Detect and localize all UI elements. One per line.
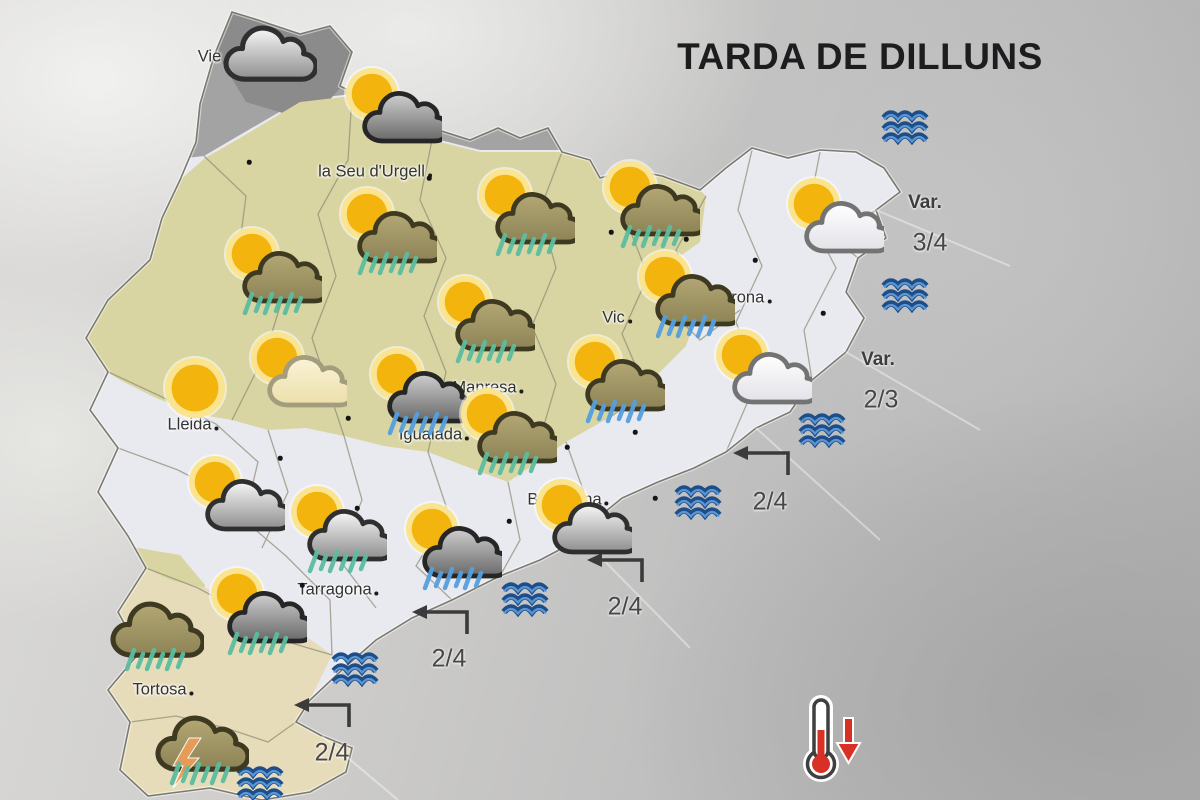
temperature-drop-icon bbox=[785, 692, 881, 788]
weather-icon-sun-cloud-showers bbox=[596, 155, 709, 255]
town-dot bbox=[752, 257, 758, 263]
wind-direction-arrow-icon bbox=[410, 604, 476, 640]
wind-force-label: 2/4 bbox=[431, 644, 467, 673]
weather-icon-sun-white-cloud bbox=[780, 172, 893, 272]
weather-icon-cloud-showers bbox=[100, 578, 206, 678]
sea-state-label: 3/4 bbox=[912, 228, 948, 257]
city-label-vic: Vic bbox=[602, 309, 632, 328]
sea-state-label: 2/3 bbox=[863, 385, 899, 414]
wind-direction-arrow-icon bbox=[292, 697, 358, 733]
weather-icon-sun-cloud-showers bbox=[631, 245, 744, 345]
sea-state-label: Var. bbox=[861, 349, 895, 370]
town-dot bbox=[652, 495, 658, 501]
sea-state-waves-icon bbox=[881, 108, 933, 152]
weather-icon-cloudy bbox=[213, 2, 319, 102]
wind-direction-arrow-icon bbox=[585, 552, 651, 588]
town-dot bbox=[277, 455, 283, 461]
sea-state-waves-icon bbox=[881, 276, 933, 320]
town-dot bbox=[299, 582, 305, 588]
weather-icon-sun-cloud-showers bbox=[471, 163, 584, 263]
town-dot bbox=[426, 175, 432, 181]
weather-icon-sun-cloud-showers bbox=[431, 270, 544, 370]
weather-icon-sun-white-cloud bbox=[708, 323, 821, 423]
weather-icon-sun-cloud-showers bbox=[453, 382, 566, 482]
sea-state-label: Var. bbox=[908, 192, 942, 213]
sea-state-waves-icon bbox=[331, 650, 383, 694]
weather-icon-sun-cloud-showers bbox=[283, 480, 396, 580]
town-dot bbox=[564, 444, 570, 450]
city-label-tarragona: Tarragona bbox=[297, 581, 378, 600]
map-zone-interior bbox=[86, 96, 706, 482]
weather-icon-sun-cloud-showers bbox=[398, 497, 511, 597]
weather-icon-thunderstorm bbox=[145, 692, 251, 792]
town-dot bbox=[354, 505, 360, 511]
wind-force-label: 2/4 bbox=[607, 592, 643, 621]
wind-force-label: 2/4 bbox=[314, 738, 350, 767]
city-label-tortosa: Tortosa bbox=[132, 681, 193, 700]
town-dot bbox=[345, 415, 351, 421]
map-outline bbox=[85, 11, 902, 800]
weather-icon-sun-cloud-showers bbox=[363, 342, 476, 442]
sea-state-waves-icon bbox=[236, 764, 288, 800]
weather-icon-sun-cloud-showers bbox=[561, 330, 674, 430]
town-dot bbox=[506, 518, 512, 524]
town-dot bbox=[683, 236, 689, 242]
weather-icon-sun-pale-cloud bbox=[243, 326, 356, 426]
weather-icon-sun-cloud-showers bbox=[203, 562, 316, 662]
city-label-vie: Vie bbox=[198, 48, 229, 67]
weather-icon-sun-behind-cloud bbox=[338, 62, 451, 162]
wind-force-label: 2/4 bbox=[752, 487, 788, 516]
weather-icon-sun-cloud-showers bbox=[333, 182, 446, 282]
town-dot bbox=[246, 159, 252, 165]
city-label-lleida: Lleida bbox=[167, 416, 218, 435]
weather-icon-sunny bbox=[143, 340, 247, 440]
weather-icon-sun-and-cloud bbox=[181, 450, 294, 550]
sea-state-waves-icon bbox=[798, 411, 850, 455]
sea-state-waves-icon bbox=[674, 483, 726, 527]
sea-state-waves-icon bbox=[501, 580, 553, 624]
weather-icon-sun-and-cloud bbox=[528, 473, 641, 573]
town-dot bbox=[632, 429, 638, 435]
town-dot bbox=[608, 229, 614, 235]
weather-icon-sun-cloud-showers bbox=[218, 222, 331, 322]
town-dot bbox=[820, 310, 826, 316]
page-title: TARDA DE DILLUNS bbox=[677, 36, 1043, 77]
city-label-la-seu-d-urgell: la Seu d'Urgell bbox=[318, 163, 432, 182]
wind-direction-arrow-icon bbox=[731, 445, 797, 481]
